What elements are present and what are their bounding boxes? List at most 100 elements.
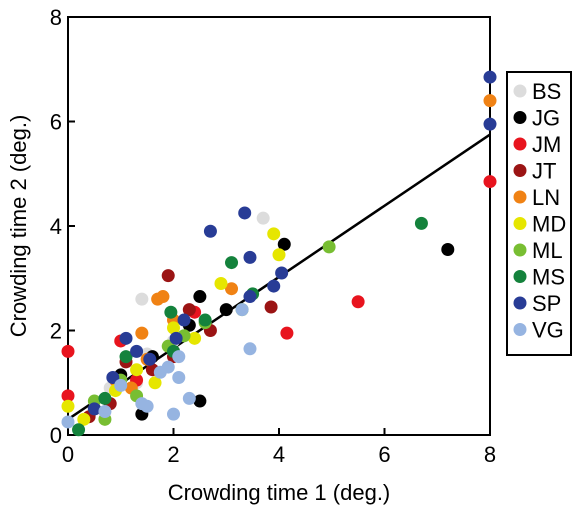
data-point <box>135 292 149 306</box>
data-point <box>214 276 228 290</box>
legend-label: MS <box>532 265 565 290</box>
data-point <box>87 402 101 416</box>
data-point <box>264 300 278 314</box>
data-point <box>277 237 291 251</box>
data-point <box>225 256 239 270</box>
data-point <box>106 371 120 385</box>
legend-marker <box>513 164 527 177</box>
data-point <box>188 331 202 345</box>
legend-marker <box>513 190 527 204</box>
data-point <box>169 331 183 345</box>
data-point <box>483 70 497 84</box>
data-point <box>77 412 91 426</box>
legend-marker <box>513 217 527 230</box>
data-point <box>198 313 212 327</box>
data-point <box>238 206 252 220</box>
legend-marker <box>513 270 527 283</box>
data-point <box>267 279 281 293</box>
data-point <box>414 216 428 230</box>
legend-label: BS <box>532 79 561 104</box>
data-point <box>167 321 180 335</box>
series-sp <box>87 70 497 416</box>
data-point <box>483 117 497 131</box>
data-point <box>483 175 497 189</box>
data-point <box>275 266 289 280</box>
data-point <box>143 352 157 366</box>
series-vg <box>61 303 257 429</box>
y-tick-label: 8 <box>50 5 62 30</box>
y-ticks: 0 2 4 6 8 <box>50 5 75 448</box>
series-ms <box>72 216 428 437</box>
plot-area: 0 2 4 6 8 0 2 4 6 8 <box>50 5 497 467</box>
y-tick-label: 6 <box>50 110 62 135</box>
y-axis-label: Crowding time 2 (deg.) <box>6 115 31 338</box>
data-point <box>98 404 112 418</box>
data-point <box>193 290 207 304</box>
data-point <box>267 227 281 241</box>
data-point <box>119 350 133 364</box>
legend-marker <box>513 137 527 151</box>
data-point <box>72 423 86 437</box>
data-point <box>172 371 186 385</box>
data-point <box>182 391 196 405</box>
y-tick-label: 4 <box>50 214 62 239</box>
y-tick-label: 0 <box>50 423 62 448</box>
x-tick-label: 8 <box>484 442 496 467</box>
data-point <box>280 326 294 340</box>
data-points <box>61 70 497 437</box>
data-point <box>151 292 165 306</box>
data-point <box>61 415 75 429</box>
data-point <box>61 344 75 358</box>
data-point <box>243 250 257 264</box>
legend-label: VG <box>532 318 564 343</box>
data-point <box>153 365 167 379</box>
legend-marker <box>513 323 527 336</box>
data-point <box>219 303 233 317</box>
legend-label: ML <box>532 238 563 263</box>
data-point <box>351 295 365 309</box>
data-point <box>193 394 207 408</box>
legend-label: SP <box>532 291 561 316</box>
data-point <box>148 376 162 390</box>
data-point <box>114 378 128 392</box>
x-axis-label: Crowding time 1 (deg.) <box>168 480 391 505</box>
data-point <box>177 313 191 327</box>
legend-label: JG <box>532 106 560 131</box>
data-point <box>167 407 180 421</box>
x-tick-label: 0 <box>62 442 74 467</box>
x-tick-label: 2 <box>167 442 179 467</box>
data-point <box>441 243 455 257</box>
legend-marker <box>513 243 527 257</box>
legend-marker <box>513 84 527 98</box>
data-point <box>98 391 112 405</box>
y-tick-label: 2 <box>50 319 62 344</box>
data-point <box>61 399 75 413</box>
data-point <box>182 303 196 317</box>
data-point <box>243 342 257 356</box>
data-point <box>243 290 257 304</box>
data-point <box>140 399 154 413</box>
x-tick-label: 6 <box>378 442 390 467</box>
data-point <box>235 303 249 317</box>
data-point <box>130 363 144 377</box>
series-md <box>61 227 286 426</box>
x-tick-label: 4 <box>273 442 285 467</box>
data-point <box>61 389 75 403</box>
legend-marker <box>513 296 527 310</box>
data-point <box>256 211 270 225</box>
data-point <box>161 269 175 283</box>
legend-label: MD <box>532 212 566 237</box>
data-point <box>203 224 217 238</box>
legend-marker <box>513 111 527 124</box>
data-point <box>135 326 149 340</box>
legend-label: JT <box>532 159 556 184</box>
data-point <box>483 94 497 108</box>
data-point <box>164 305 178 319</box>
data-point <box>322 240 336 254</box>
data-point <box>172 350 186 364</box>
data-point <box>272 248 286 262</box>
data-point <box>130 344 144 358</box>
